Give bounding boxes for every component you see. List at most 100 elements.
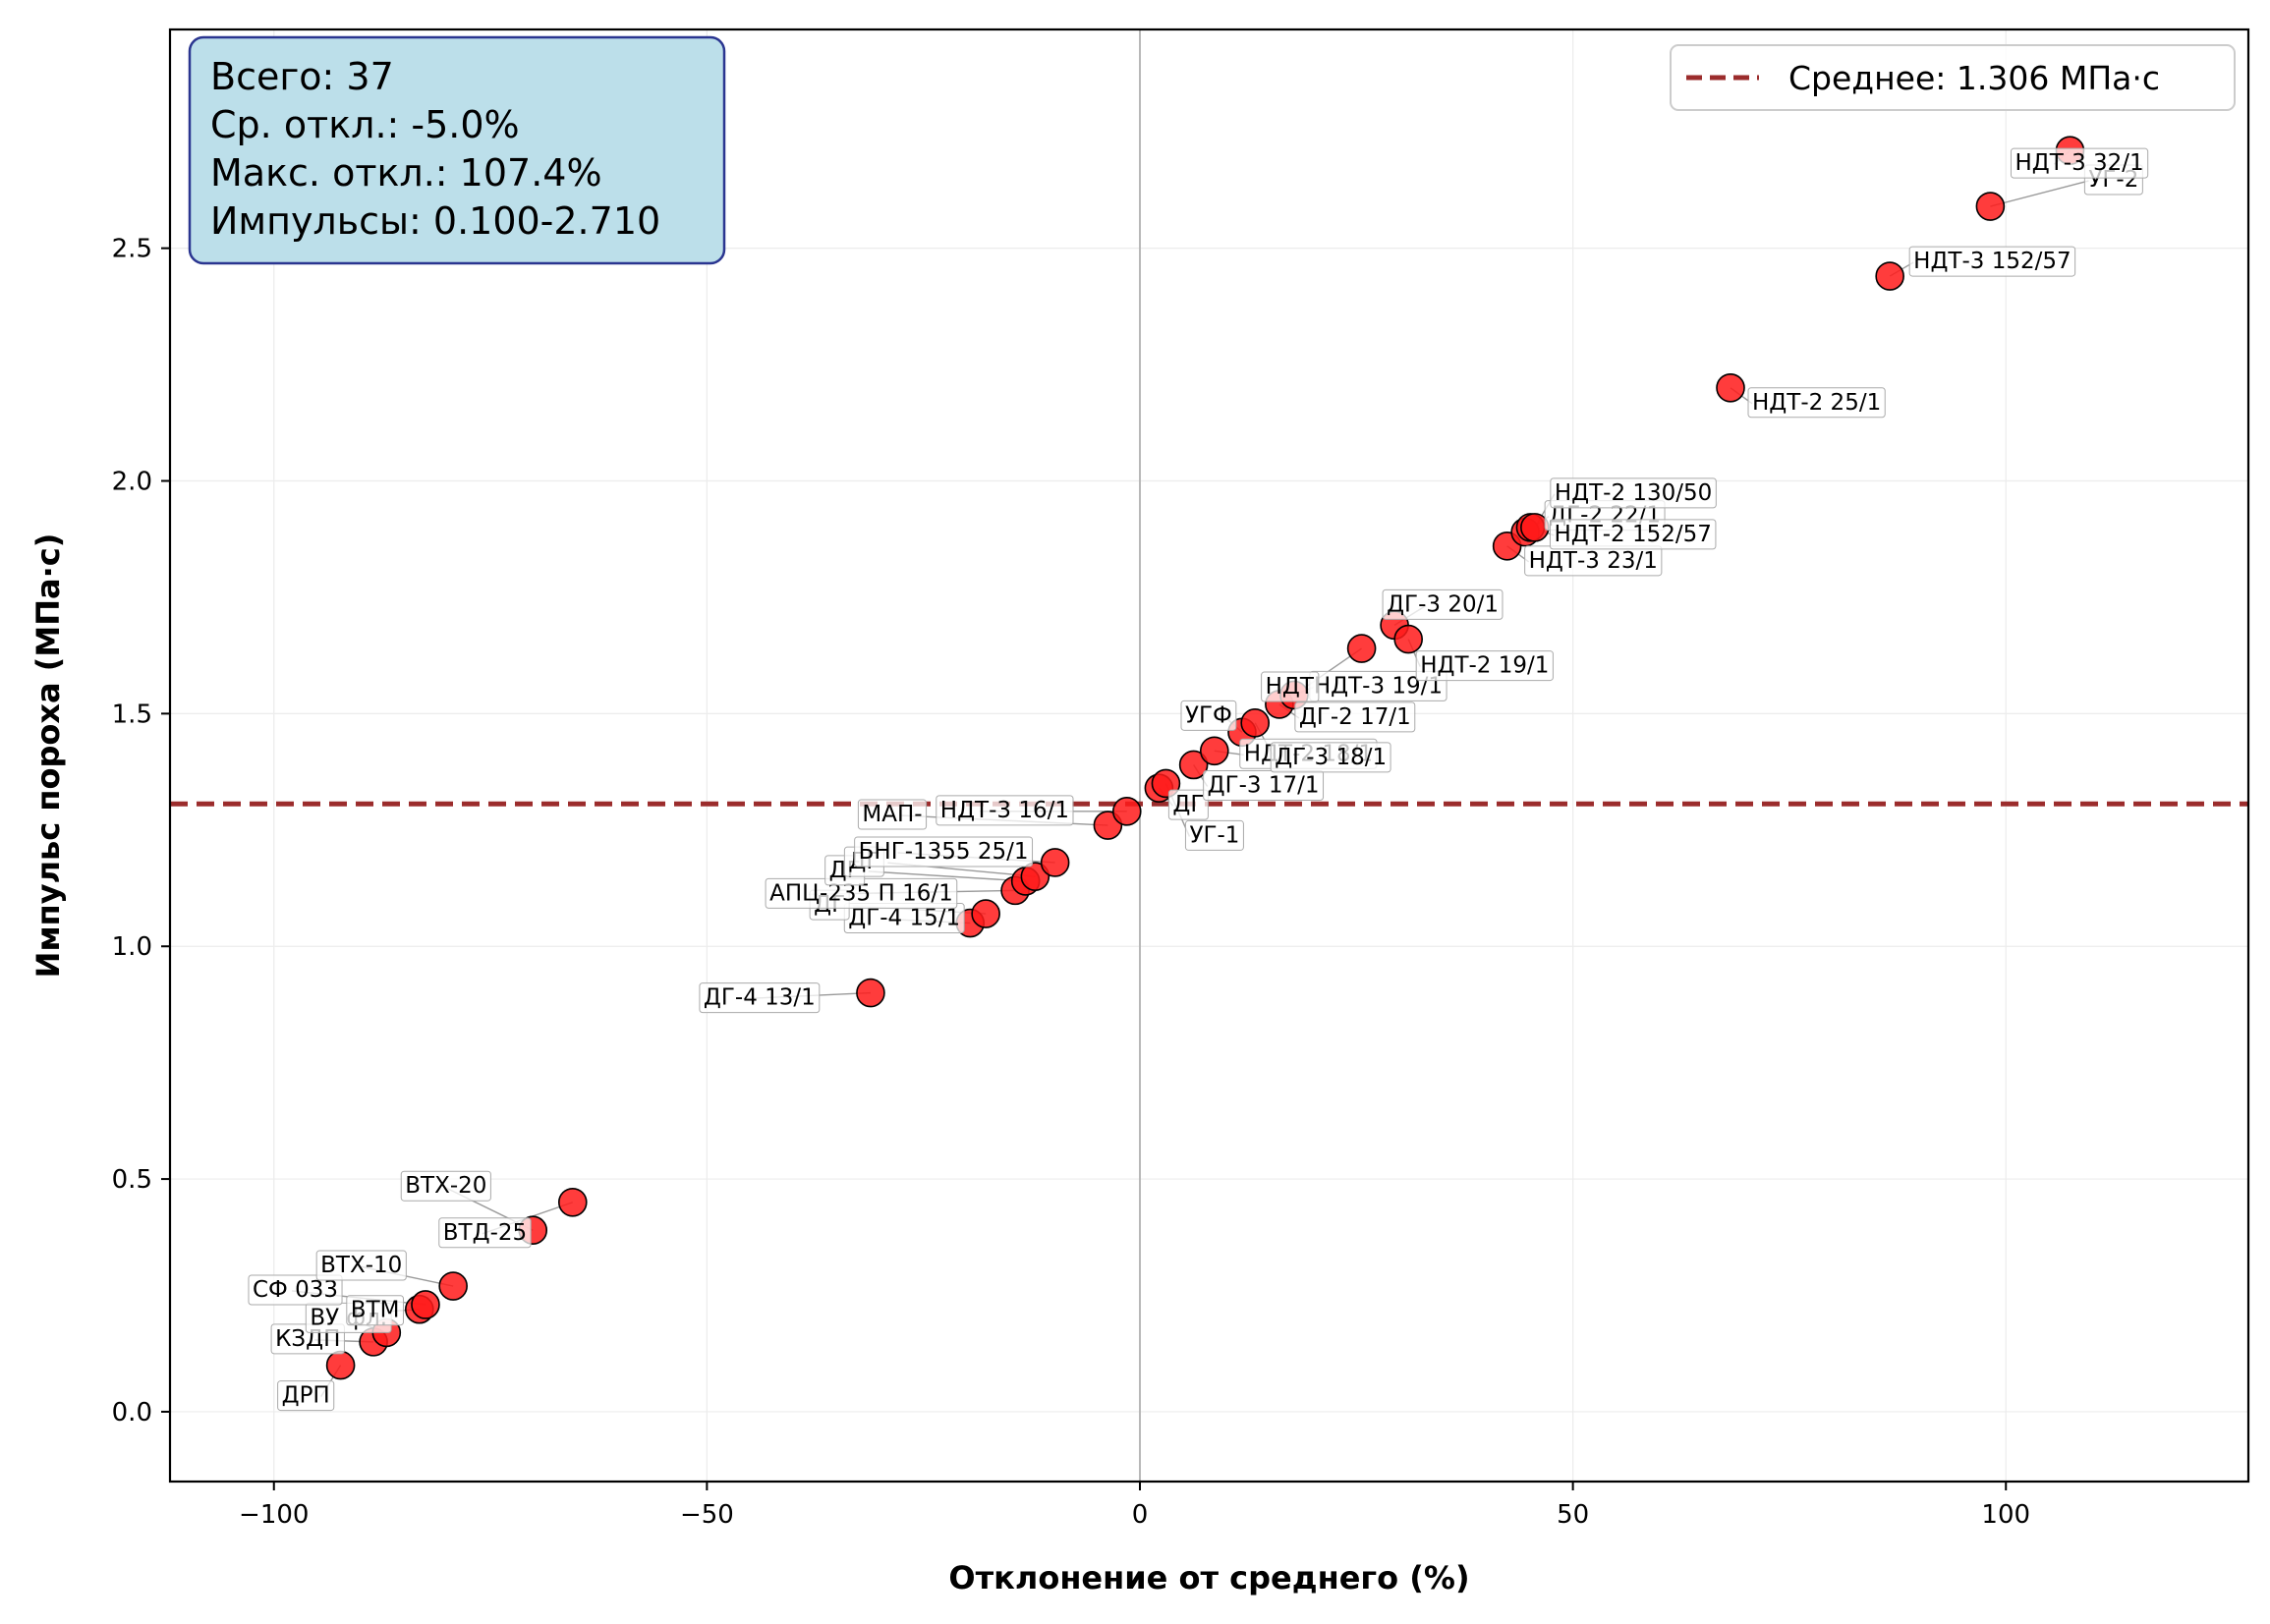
point-label-text: ДГ-2 17/1 <box>1299 704 1411 730</box>
data-point <box>1111 797 1142 826</box>
point-label: НДТ-2 152/57 <box>1549 519 1717 550</box>
point-label-box <box>2010 147 2149 179</box>
point-label: УГФ <box>1180 700 1237 731</box>
point-label-text: НДТ-2 19/1 <box>1420 653 1549 679</box>
point-label-text: ДГ-4 15/1 <box>848 906 960 931</box>
data-point <box>1975 192 2006 221</box>
stats-max-deviation: Макс. откл.: 107.4% <box>210 151 602 195</box>
legend-mean-label: Среднее: 1.306 МПа·с <box>1788 59 2160 97</box>
point-label-text: НДТ-3 32/1 <box>2015 150 2143 176</box>
data-point <box>1520 513 1550 542</box>
point-label-box <box>1550 477 1717 509</box>
plot-frame <box>168 28 2250 1484</box>
point-label: ДГ <box>1167 789 1209 820</box>
point-label: ДГ-3 18/1 <box>1270 742 1391 773</box>
point-label-text: ВТХ-20 <box>405 1173 486 1199</box>
point-label: ДГ-3 20/1 <box>1382 588 1504 620</box>
point-label-text: НДТ-2 130/50 <box>1555 480 1712 506</box>
point-label-box <box>1203 769 1325 801</box>
y-tick-label: 1.0 <box>112 932 152 962</box>
point-label: НДТ-3 23/1 <box>1524 545 1663 577</box>
point-label-text: ВТД-25 <box>443 1220 527 1246</box>
point-label: ДГ-2 17/1 <box>1294 701 1416 733</box>
point-label-box <box>400 1170 491 1202</box>
point-label-box <box>1184 819 1244 851</box>
legend-frame <box>1670 44 2236 111</box>
point-label: ВТМ <box>346 1295 404 1326</box>
label-leader-line <box>1990 180 2089 207</box>
point-label: ВТХ-20 <box>400 1170 491 1202</box>
data-point <box>1875 261 1904 291</box>
point-label: УГ-1 <box>1184 819 1244 851</box>
point-label-box <box>1415 650 1554 682</box>
x-axis-title: Отклонение от среднего (%) <box>948 1559 1469 1596</box>
point-label: ДГ-4 13/1 <box>699 982 821 1014</box>
data-point <box>1346 634 1377 663</box>
point-label-box <box>438 1217 532 1249</box>
point-label-box <box>277 1380 335 1412</box>
point-label: СФ 033 <box>248 1274 343 1306</box>
point-label-box <box>1270 742 1391 773</box>
x-tick-label: 0 <box>1132 1500 1149 1530</box>
point-label-box <box>1908 246 2076 277</box>
data-point <box>1716 372 1745 403</box>
point-label-box <box>1261 671 1320 702</box>
point-label-box <box>1747 387 1886 419</box>
stats-mean-deviation: Ср. откл.: -5.0% <box>210 103 520 146</box>
reference-lines <box>170 29 2248 1482</box>
x-tick-label: 50 <box>1557 1500 1589 1530</box>
point-label-box <box>857 799 928 830</box>
point-label-box <box>1294 701 1416 733</box>
point-label: ВТХ-10 <box>315 1250 407 1281</box>
point-label-text: ДГ-4 13/1 <box>704 985 816 1011</box>
point-label-box <box>1549 519 1717 550</box>
point-label-text: МАП- <box>862 802 922 827</box>
point-label-text: ДРП <box>282 1383 330 1409</box>
data-point <box>411 1290 440 1319</box>
data-point <box>971 899 1000 928</box>
point-label-box <box>248 1274 343 1306</box>
point-label-box <box>346 1295 404 1326</box>
point-label: БНГ-1355 25/1 <box>854 836 1034 868</box>
point-label-text: ДГ-3 17/1 <box>1208 772 1320 798</box>
point-label: НДТ-3 152/57 <box>1908 246 2076 277</box>
point-label-text: НДТ-3 23/1 <box>1529 548 1658 574</box>
point-label: НДТ-2 130/50 <box>1550 477 1717 509</box>
point-label: НДТ-3 16/1 <box>936 795 1074 826</box>
data-point <box>1040 848 1070 877</box>
point-label-text: НДТ <box>1266 674 1315 700</box>
point-label-text: НДТ-2 152/57 <box>1554 522 1711 547</box>
data-points <box>325 136 2085 1380</box>
point-label-box <box>1382 588 1504 620</box>
point-label-text: БНГ-1355 25/1 <box>859 839 1029 865</box>
stats-impulse-range: Импульсы: 0.100-2.710 <box>210 199 660 243</box>
y-tick-label: 2.0 <box>112 468 152 497</box>
data-point <box>438 1271 468 1301</box>
point-label-box <box>854 836 1034 868</box>
point-label-text: ДГ-3 20/1 <box>1387 591 1499 617</box>
point-label-box <box>1180 700 1237 731</box>
stats-total: Всего: 37 <box>210 55 394 98</box>
data-point <box>1240 708 1271 738</box>
point-label-text: УГ-1 <box>1189 822 1239 848</box>
axis-ticks: −100 −50 0 50 100 0.0 0.5 1.0 1.5 2.0 2.5 <box>112 235 2030 1530</box>
data-point <box>856 978 885 1008</box>
y-tick-label: 2.5 <box>112 235 152 264</box>
stats-info-box: Всего: 37 Ср. откл.: -5.0% Макс. откл.: … <box>188 35 726 265</box>
data-point <box>325 1350 356 1380</box>
data-point <box>1199 736 1229 766</box>
point-label: НДТ <box>1261 671 1320 702</box>
stats-box-frame <box>188 35 726 265</box>
point-label-text: ВТМ <box>351 1298 400 1323</box>
point-label-text: СФ 033 <box>253 1277 338 1303</box>
y-tick-label: 1.5 <box>112 700 152 729</box>
data-point <box>1178 750 1209 780</box>
point-label-box <box>936 795 1074 826</box>
point-label-text: УГФ <box>1185 702 1232 728</box>
point-label: НДТ-2 19/1 <box>1415 650 1554 682</box>
point-label-text: ВТХ-10 <box>320 1253 402 1278</box>
y-axis-title: Импульс пороха (МПа·с) <box>29 533 67 979</box>
x-tick-label: −50 <box>680 1500 734 1530</box>
